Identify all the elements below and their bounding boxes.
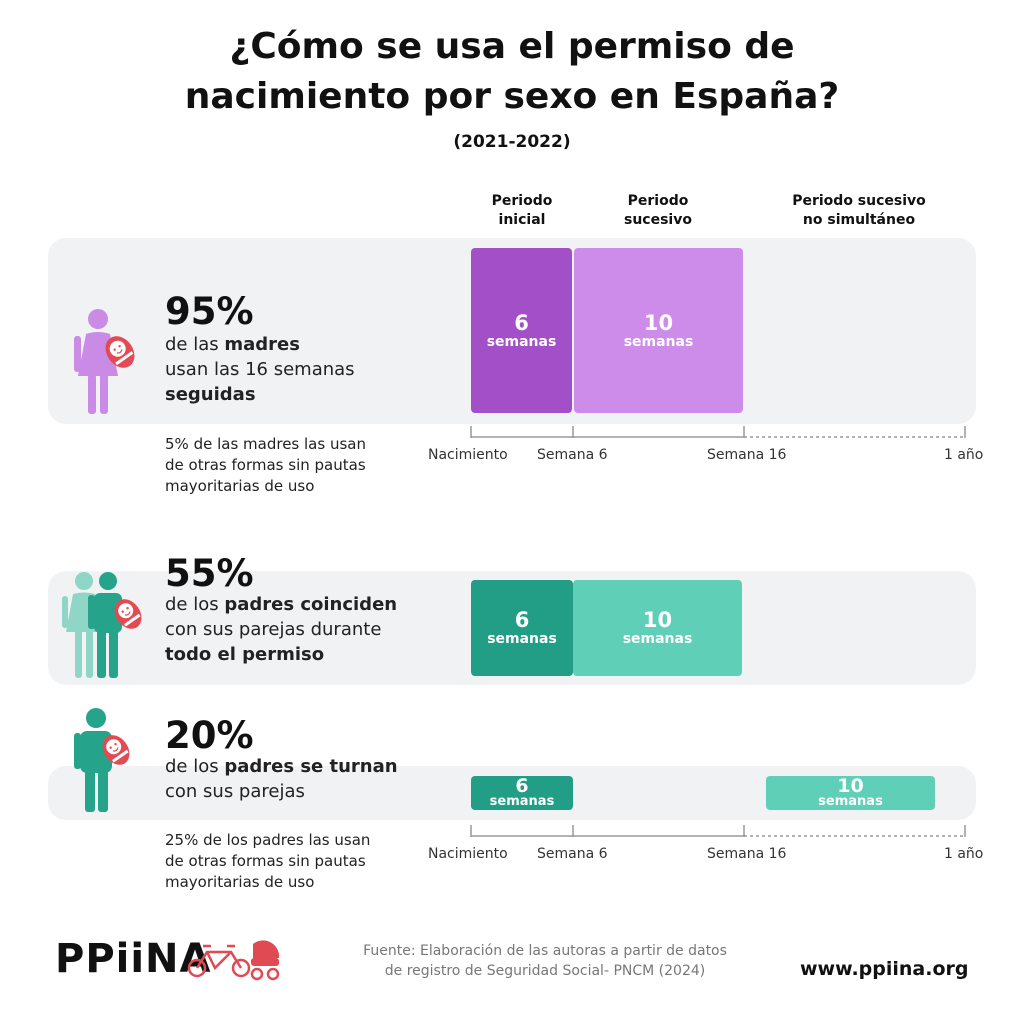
segment-fathers-coinciding-successive: 10 semanas	[573, 580, 742, 676]
pct-fathers-turns: 20%	[165, 714, 254, 757]
website-link[interactable]: www.ppiina.org	[800, 958, 969, 980]
segment-fathers-coinciding-initial: 6 semanas	[471, 580, 573, 676]
couple-with-baby-icon	[62, 572, 142, 678]
timeline-axis-bottom	[470, 825, 966, 837]
page-subtitle: (2021-2022)	[453, 132, 571, 152]
tick-label-week16: Semana 16	[707, 447, 787, 463]
segment-mothers-successive: 10 semanas	[574, 248, 743, 413]
timeline-axis-top	[470, 426, 966, 438]
title-line-1: ¿Cómo se usa el permiso de	[229, 26, 795, 67]
tick-label-birth: Nacimiento	[428, 447, 508, 463]
segment-fathers-turns-nonsimultaneous: 10 semanas	[766, 776, 935, 810]
tick-label-year: 1 año	[944, 447, 984, 463]
segment-mothers-initial: 6 semanas	[471, 248, 572, 413]
col-header-successive: Periodo sucesivo	[624, 193, 692, 228]
page-title: ¿Cómo se usa el permiso de nacimiento po…	[0, 22, 1024, 122]
source-note: Fuente: Elaboración de las autoras a par…	[363, 943, 727, 979]
desc-fathers-coinciding: de los padres coinciden con sus parejas …	[165, 594, 398, 665]
tick-label-week6-bottom: Semana 6	[537, 846, 608, 862]
note-fathers: 25% de los padres las usan de otras form…	[165, 831, 371, 891]
tick-label-week16-bottom: Semana 16	[707, 846, 787, 862]
ppiina-logo: PPiiNA	[55, 936, 212, 982]
mother-with-baby-icon	[74, 309, 135, 414]
segment-fathers-turns-initial: 6 semanas	[471, 776, 573, 810]
tick-label-year-bottom: 1 año	[944, 846, 984, 862]
col-header-initial: Periodo inicial	[491, 193, 553, 228]
tick-label-week6: Semana 6	[537, 447, 608, 463]
note-mothers: 5% de las madres las usan de otras forma…	[165, 435, 366, 495]
tick-label-birth-bottom: Nacimiento	[428, 846, 508, 862]
tandem-bike-stroller-icon	[187, 940, 280, 981]
title-line-2: nacimiento por sexo en España?	[184, 76, 840, 117]
col-header-nonsimultaneous: Periodo sucesivo no simultáneo	[792, 193, 926, 228]
desc-mothers: de las madres usan las 16 semanas seguid…	[165, 334, 355, 405]
desc-fathers-turns: de los padres se turnan con sus parejas	[165, 756, 398, 802]
pct-fathers-coinciding: 55%	[165, 552, 254, 595]
pct-mothers: 95%	[165, 290, 254, 333]
father-with-baby-icon	[74, 708, 130, 812]
